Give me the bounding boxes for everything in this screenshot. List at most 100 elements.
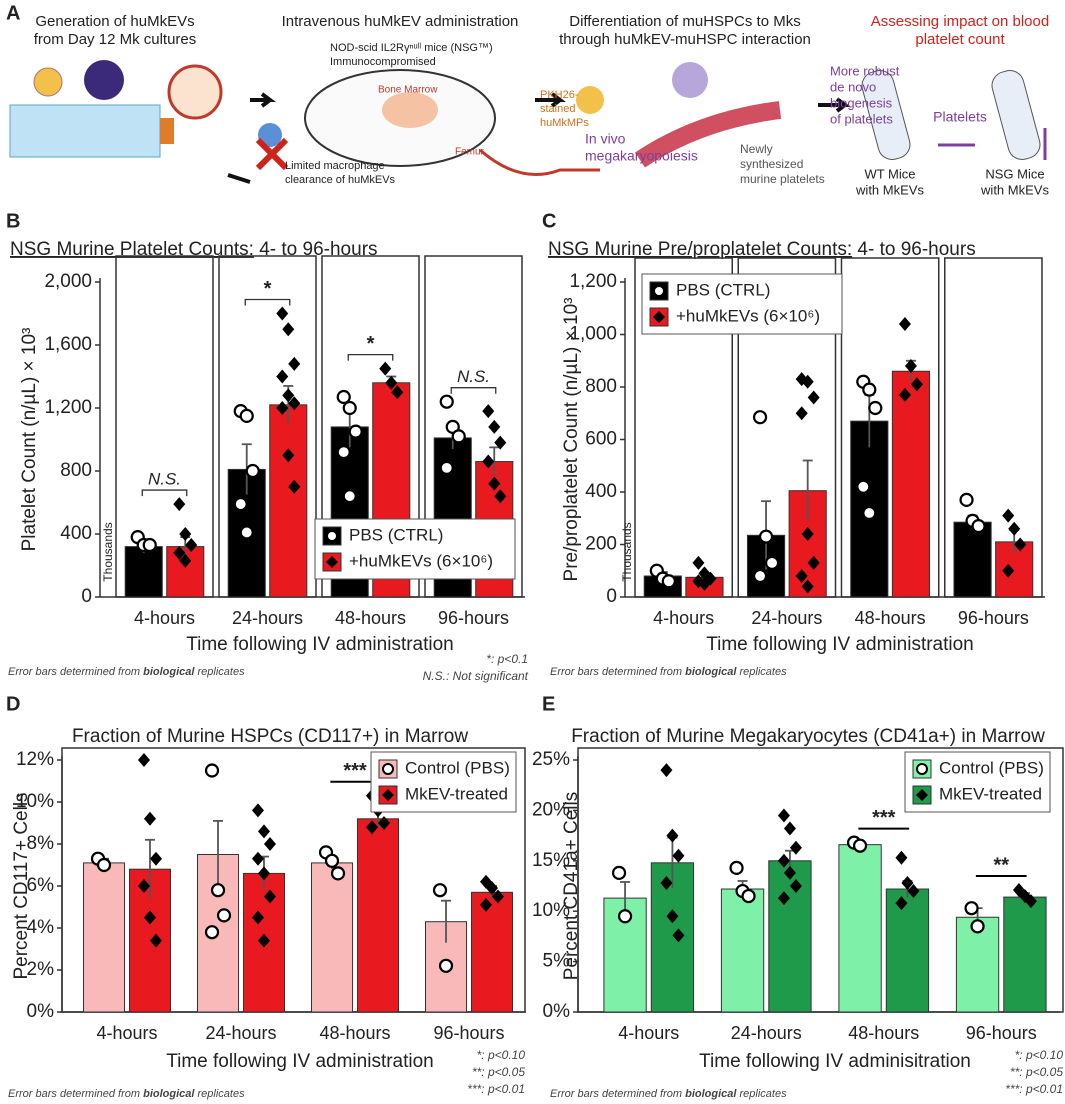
data-point xyxy=(661,574,676,589)
panel-letter: C xyxy=(542,210,556,232)
y-unit-note: Thousands xyxy=(101,522,115,581)
data-point xyxy=(907,884,920,899)
y-tick-label: 0% xyxy=(27,1001,55,1022)
data-point xyxy=(801,374,814,389)
diagram-label: huMkMPs xyxy=(540,117,589,129)
data-point xyxy=(239,525,254,540)
diagram-label: Bone Marrow xyxy=(378,85,438,96)
data-point xyxy=(852,838,868,853)
x-tick-label: 96-hours xyxy=(433,1023,504,1043)
diagram-label: de novo xyxy=(830,79,876,94)
data-point xyxy=(365,820,378,835)
diagram-label: Generation of huMkEVs xyxy=(35,13,194,30)
x-tick-label: 24-hours xyxy=(232,608,303,628)
data-point xyxy=(611,865,627,880)
data-point xyxy=(777,891,790,906)
x-tick-label: 4-hours xyxy=(134,608,195,628)
data-point xyxy=(488,419,501,434)
footnote-part: biological xyxy=(143,666,195,678)
data-point xyxy=(330,866,346,881)
significance-label: * xyxy=(367,333,375,355)
data-point xyxy=(494,435,507,450)
diagram-label: stained xyxy=(540,103,575,115)
legend-marker xyxy=(653,285,665,297)
legend-label: +huMkEVs (6×10⁶) xyxy=(349,551,493,570)
x-tick-label: 48-hours xyxy=(319,1023,390,1043)
diagram-label: More robust xyxy=(830,63,900,78)
panel-letter: B xyxy=(6,210,20,232)
x-axis-label: Time following IV administration xyxy=(186,634,454,655)
y-tick-label: 1,600 xyxy=(44,334,92,355)
y-tick-label: 600 xyxy=(585,429,617,450)
data-point xyxy=(617,909,633,924)
bone-marrow xyxy=(382,92,438,128)
data-point xyxy=(868,400,883,416)
x-tick-label: 4-hours xyxy=(96,1023,157,1043)
chart-title: Fraction of Murine Megakaryocytes (CD41a… xyxy=(571,726,1045,747)
data-point xyxy=(783,865,796,880)
diagram-label: In vivo xyxy=(585,131,626,147)
data-point xyxy=(910,377,923,392)
data-point xyxy=(185,538,198,553)
footnote-part: Error bars determined from xyxy=(8,666,143,678)
tube xyxy=(861,70,911,160)
diagram-label: synthesized xyxy=(740,157,803,171)
mk xyxy=(672,62,708,98)
significance-bracket xyxy=(244,298,291,306)
data-point xyxy=(288,356,301,371)
legend-marker xyxy=(916,789,928,801)
footnote-part: biological xyxy=(685,666,737,678)
data-point xyxy=(142,537,157,553)
legend-label: MkEV-treated xyxy=(939,784,1042,803)
diagram-label: through huMkEV-muHSPC interaction xyxy=(559,31,811,48)
data-point xyxy=(660,875,673,890)
data-point xyxy=(1024,894,1037,909)
data-point xyxy=(752,568,768,584)
diagram-label: NOD-scid IL2Rγⁿᵘˡˡ mice (NSG™) xyxy=(330,42,493,54)
p-note: ***: p<0.01 xyxy=(467,1082,525,1096)
data-point xyxy=(432,883,448,898)
diagram-label: with MkEVs xyxy=(855,182,924,197)
significance-label: N.S. xyxy=(457,367,490,386)
chart-title: NSG Murine Pre/proplatelet Counts: 4- to… xyxy=(548,239,976,260)
data-point xyxy=(257,824,270,839)
data-point xyxy=(173,497,186,512)
data-point xyxy=(263,889,276,904)
p-note: *: p<0.10 xyxy=(1015,1048,1064,1062)
data-point xyxy=(251,803,264,818)
data-point xyxy=(149,851,162,866)
y-tick-label: 2% xyxy=(27,959,55,980)
data-point xyxy=(856,479,871,494)
cross xyxy=(255,137,289,171)
diagram-label: Limited macrophage xyxy=(285,160,385,172)
chart-title: Fraction of Murine HSPCs (CD117+) in Mar… xyxy=(72,726,468,747)
data-point xyxy=(179,527,192,541)
data-point xyxy=(137,753,150,767)
panel-letter: D xyxy=(6,693,20,715)
data-point xyxy=(482,404,495,419)
y-tick-label: 0 xyxy=(606,586,617,607)
bar xyxy=(768,860,812,1013)
data-point xyxy=(143,811,156,826)
data-point xyxy=(482,454,495,469)
significance-bracket xyxy=(450,387,497,394)
data-point xyxy=(1002,508,1015,523)
bar xyxy=(1003,896,1047,1013)
p-note: **: p<0.05 xyxy=(1010,1065,1063,1079)
legend-marker xyxy=(382,763,394,775)
data-point xyxy=(795,406,808,421)
data-point xyxy=(348,424,363,439)
data-point xyxy=(1002,563,1015,578)
bar xyxy=(124,546,163,598)
data-point xyxy=(904,359,917,373)
data-point xyxy=(729,860,744,875)
data-point xyxy=(862,505,877,521)
diagram-label: Intravenous huMkEV administration xyxy=(282,13,519,30)
bar xyxy=(82,862,126,1013)
data-point xyxy=(336,389,351,405)
data-point xyxy=(1008,521,1021,536)
y-tick-label: 15% xyxy=(532,850,570,871)
x-tick-label: 4-hours xyxy=(618,1023,679,1043)
footnote-part: replicates xyxy=(736,666,787,678)
chart-title-text: 4- to 96-hours xyxy=(852,239,976,260)
